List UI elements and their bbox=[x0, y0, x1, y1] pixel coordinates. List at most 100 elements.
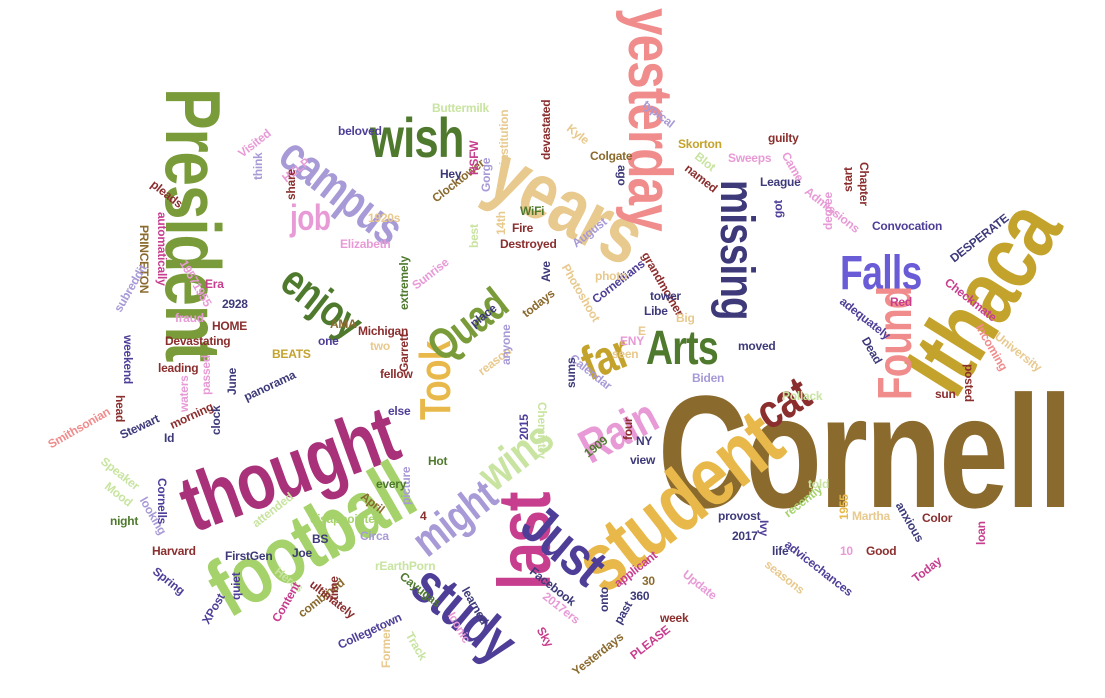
word-falls: Falls bbox=[840, 247, 922, 300]
word-chapter: Chapter bbox=[857, 162, 871, 206]
word-job: job bbox=[290, 197, 331, 238]
word-14th: 14th bbox=[494, 211, 508, 235]
word-firstgen: FirstGen bbox=[225, 549, 273, 563]
word-clock: clock bbox=[209, 405, 223, 436]
word-devastated: devastated bbox=[539, 99, 553, 160]
word-disappointed: disappointed bbox=[310, 512, 382, 526]
word-track: Track bbox=[402, 629, 430, 663]
word-fire: Fire bbox=[512, 221, 534, 235]
word-today: Today bbox=[909, 553, 945, 586]
word-chemistry: Chemistry bbox=[535, 402, 549, 459]
word-destroyed: Destroyed bbox=[500, 237, 557, 251]
word-home: HOME bbox=[212, 319, 248, 333]
word-ago: ago bbox=[615, 165, 629, 186]
word-colgate: Colgate bbox=[590, 149, 633, 163]
word-ivy: Ivy bbox=[757, 520, 771, 536]
word-automatically: automatically bbox=[155, 212, 169, 286]
word-red: Red bbox=[890, 295, 912, 309]
word-hey: Hey bbox=[440, 167, 462, 181]
word-sunrise: Sunrise bbox=[409, 255, 452, 293]
word-pollack: Pollack bbox=[782, 389, 823, 403]
word-else: else bbox=[388, 404, 411, 418]
word-please: PLEASE bbox=[627, 622, 673, 663]
word-night: night bbox=[110, 514, 139, 528]
word-skorton: Skorton bbox=[678, 137, 722, 151]
word-4: 4 bbox=[420, 509, 427, 523]
word-onto: onto bbox=[597, 586, 611, 612]
word-sums: sums bbox=[564, 357, 578, 388]
word-one: one bbox=[318, 334, 339, 348]
word-sun: sun bbox=[935, 387, 956, 401]
word-circa: Circa bbox=[360, 529, 389, 543]
word-good: Good bbox=[866, 544, 897, 558]
word-weekend: weekend bbox=[121, 335, 135, 385]
word-era: Era bbox=[205, 277, 224, 291]
word-every: every bbox=[376, 477, 407, 491]
word-ama: AMA bbox=[330, 317, 357, 331]
word-two: two bbox=[370, 339, 390, 353]
word-wifi: WiFi bbox=[520, 204, 545, 218]
word-seen: seen bbox=[612, 347, 639, 361]
word-kyle: Kyle bbox=[563, 121, 592, 148]
word-morning: morning bbox=[167, 399, 216, 432]
word-week: week bbox=[660, 611, 689, 625]
word-arts: Arts bbox=[646, 322, 719, 375]
word-told: told bbox=[808, 477, 830, 491]
word-waters: waters bbox=[177, 375, 191, 412]
word-degree: degree bbox=[821, 192, 835, 230]
word-view: view bbox=[630, 453, 656, 467]
word-cornells: Cornells bbox=[155, 478, 169, 525]
word-best: best bbox=[467, 224, 481, 248]
word-fraud: fraud bbox=[175, 311, 204, 325]
word-passed: passed bbox=[199, 355, 213, 395]
word-quiet: quiet bbox=[229, 572, 243, 600]
word-martha: Martha bbox=[852, 509, 890, 523]
word-life: life bbox=[772, 544, 789, 558]
word-bs: BS bbox=[312, 532, 329, 546]
word-provost: provost bbox=[718, 509, 761, 523]
word-eny: ENY bbox=[620, 334, 644, 348]
word-1920s: 1920s bbox=[368, 211, 401, 225]
word-time: time bbox=[327, 576, 341, 600]
word-id: Id bbox=[164, 431, 175, 445]
word-elizabeth: Elizabeth bbox=[340, 237, 391, 251]
word-beats: BEATS bbox=[272, 347, 311, 361]
word-convocation: Convocation bbox=[872, 219, 943, 233]
word-devastating: Devastating bbox=[165, 334, 231, 348]
word-update: Update bbox=[679, 567, 720, 603]
word-1955: 1955 bbox=[837, 494, 851, 520]
word-extremely: extremely bbox=[397, 256, 411, 310]
word-panorama: panorama bbox=[241, 367, 298, 404]
word-buttermilk: Buttermilk bbox=[432, 101, 489, 115]
word-sweeps: Sweeps bbox=[728, 151, 772, 165]
word-big: Big bbox=[676, 311, 695, 325]
word-league: League bbox=[760, 175, 801, 189]
word-smithsonian: Smithsonian bbox=[45, 404, 113, 452]
word-ny: NY bbox=[636, 434, 653, 448]
word-yesterdays: Yesterdays bbox=[569, 629, 627, 679]
word-institution: institution bbox=[497, 109, 511, 165]
word-todays: todays bbox=[519, 286, 558, 321]
word-360: 360 bbox=[630, 589, 650, 603]
word-rearthporn: rEarthPorn bbox=[375, 559, 436, 573]
word-tower: tower bbox=[650, 289, 681, 303]
word-missing: missing bbox=[710, 180, 763, 320]
word-four: four bbox=[621, 417, 635, 440]
word-former: Former bbox=[379, 628, 393, 668]
word-think: think bbox=[251, 152, 265, 180]
word-seasons: seasons bbox=[761, 557, 808, 597]
word-moved: moved bbox=[738, 339, 776, 353]
word-2017: 2017 bbox=[732, 529, 758, 543]
word-head: head bbox=[113, 395, 127, 423]
word-leading: leading bbox=[158, 361, 199, 375]
word-hot: Hot bbox=[428, 454, 448, 468]
word-posted: posted bbox=[962, 364, 976, 402]
word-2928: 2928 bbox=[222, 297, 248, 311]
word-guilty: guilty bbox=[768, 131, 799, 145]
word-start: start bbox=[841, 167, 855, 192]
word-photo: photo bbox=[595, 269, 628, 283]
word-joe: Joe bbox=[292, 546, 312, 560]
word-color: Color bbox=[922, 511, 953, 525]
word-garrett: Garrett bbox=[397, 333, 411, 372]
